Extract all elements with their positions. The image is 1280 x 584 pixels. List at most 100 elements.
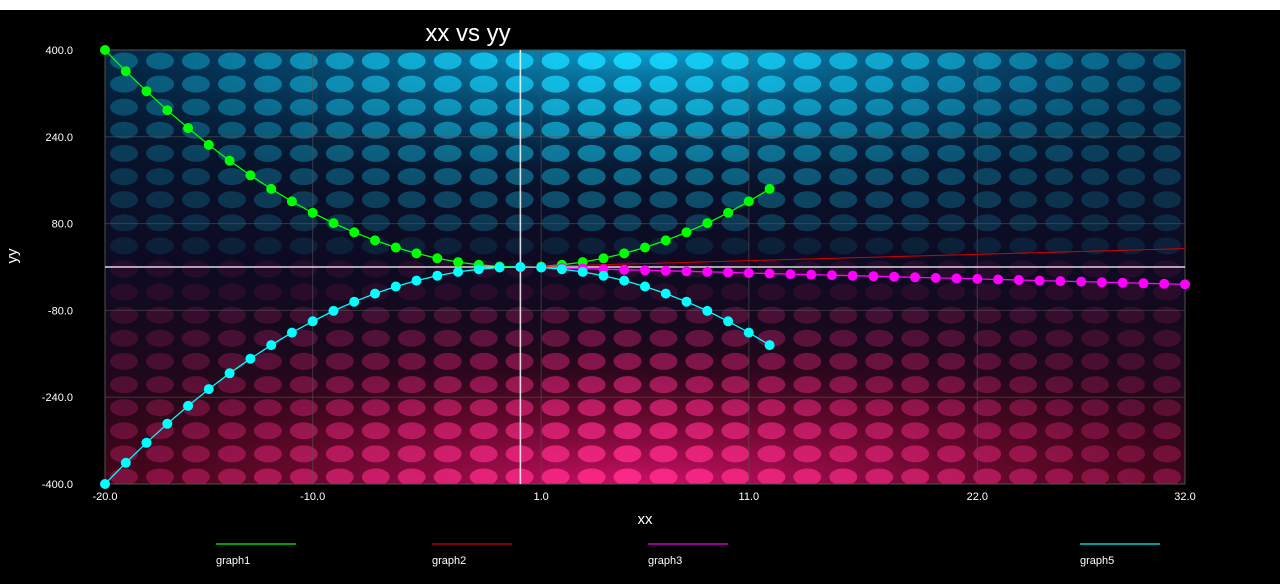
data-point bbox=[702, 305, 713, 316]
pattern-dot bbox=[721, 98, 750, 116]
pattern-dot bbox=[901, 468, 930, 484]
pattern-dot bbox=[757, 191, 786, 209]
pattern-dot bbox=[433, 121, 462, 139]
pattern-dot bbox=[217, 445, 246, 463]
pattern-dot bbox=[973, 168, 1002, 186]
pattern-dot bbox=[433, 468, 462, 484]
pattern-dot bbox=[973, 75, 1002, 93]
pattern-dot bbox=[110, 468, 138, 484]
pattern-dot bbox=[937, 191, 966, 209]
pattern-dot bbox=[1009, 98, 1038, 116]
pattern-dot bbox=[721, 214, 750, 232]
pattern-dot bbox=[361, 191, 390, 209]
data-point bbox=[432, 270, 443, 281]
legend-item-graph5: graph5 bbox=[1080, 543, 1160, 567]
pattern-dot bbox=[973, 376, 1002, 394]
pattern-dot bbox=[937, 399, 966, 417]
data-point bbox=[1159, 278, 1170, 289]
pattern-dot bbox=[901, 445, 930, 463]
pattern-dot bbox=[685, 445, 714, 463]
pattern-dot bbox=[649, 75, 678, 93]
pattern-dot bbox=[110, 329, 138, 347]
pattern-dot bbox=[649, 121, 678, 139]
data-point bbox=[411, 248, 422, 259]
legend-label: graph1 bbox=[216, 555, 250, 567]
data-point bbox=[473, 264, 484, 275]
pattern-dot bbox=[865, 52, 894, 70]
data-point bbox=[536, 262, 547, 273]
data-point bbox=[660, 235, 671, 246]
data-point bbox=[432, 253, 443, 264]
pattern-dot bbox=[469, 468, 498, 484]
pattern-dot bbox=[1009, 445, 1038, 463]
pattern-dot bbox=[110, 214, 138, 232]
pattern-dot bbox=[1153, 329, 1181, 347]
pattern-dot bbox=[757, 168, 786, 186]
pattern-dot bbox=[829, 399, 858, 417]
pattern-dot bbox=[1081, 237, 1110, 255]
pattern-dot bbox=[217, 214, 246, 232]
data-point bbox=[806, 269, 817, 280]
data-point bbox=[660, 288, 671, 299]
pattern-dot bbox=[721, 468, 750, 484]
pattern-dot bbox=[289, 445, 318, 463]
pattern-dot bbox=[110, 121, 138, 139]
pattern-dot bbox=[397, 121, 426, 139]
pattern-dot bbox=[865, 75, 894, 93]
pattern-dot bbox=[973, 283, 1002, 301]
pattern-dot bbox=[901, 75, 930, 93]
pattern-dot bbox=[1081, 260, 1110, 278]
data-point bbox=[826, 270, 837, 281]
series-line-graph2 bbox=[520, 248, 1186, 268]
pattern-dot bbox=[541, 422, 570, 440]
pattern-dot bbox=[253, 376, 282, 394]
pattern-dot bbox=[829, 306, 858, 324]
pattern-dot bbox=[973, 352, 1002, 370]
pattern-dot bbox=[1081, 445, 1110, 463]
pattern-dot bbox=[649, 191, 678, 209]
pattern-dot bbox=[1153, 306, 1181, 324]
pattern-dot bbox=[217, 121, 246, 139]
pattern-dot bbox=[721, 399, 750, 417]
pattern-dot bbox=[253, 121, 282, 139]
pattern-dot bbox=[649, 399, 678, 417]
pattern-dot bbox=[577, 352, 606, 370]
data-point bbox=[494, 262, 505, 273]
pattern-dot bbox=[1117, 98, 1145, 116]
pattern-dot bbox=[361, 399, 390, 417]
pattern-dot bbox=[1117, 168, 1145, 186]
pattern-dot bbox=[433, 98, 462, 116]
pattern-dot bbox=[973, 399, 1002, 417]
pattern-dot bbox=[110, 52, 138, 70]
pattern-dot bbox=[433, 422, 462, 440]
pattern-dot bbox=[361, 422, 390, 440]
pattern-dot bbox=[361, 52, 390, 70]
pattern-dot bbox=[937, 422, 966, 440]
data-point bbox=[743, 196, 754, 207]
pattern-dot bbox=[685, 191, 714, 209]
pattern-dot bbox=[289, 75, 318, 93]
pattern-dot bbox=[1045, 144, 1074, 162]
pattern-dot bbox=[181, 144, 210, 162]
pattern-dot bbox=[397, 399, 426, 417]
pattern-dot bbox=[865, 121, 894, 139]
pattern-dot bbox=[1153, 260, 1181, 278]
data-point bbox=[1013, 275, 1024, 285]
pattern-dot bbox=[361, 445, 390, 463]
pattern-dot bbox=[181, 445, 210, 463]
pattern-dot bbox=[217, 168, 246, 186]
pattern-dot bbox=[937, 445, 966, 463]
pattern-dot bbox=[325, 52, 354, 70]
data-point bbox=[266, 183, 277, 194]
data-point bbox=[640, 242, 650, 253]
x-tick-label: 32.0 bbox=[1174, 491, 1195, 503]
pattern-dot bbox=[577, 306, 606, 324]
pattern-dot bbox=[1081, 98, 1110, 116]
pattern-dot bbox=[146, 75, 174, 93]
pattern-dot bbox=[685, 168, 714, 186]
pattern-dot bbox=[469, 329, 498, 347]
pattern-dot bbox=[110, 283, 138, 301]
pattern-dot bbox=[397, 306, 426, 324]
pattern-dot bbox=[1045, 399, 1074, 417]
pattern-dot bbox=[1153, 191, 1181, 209]
